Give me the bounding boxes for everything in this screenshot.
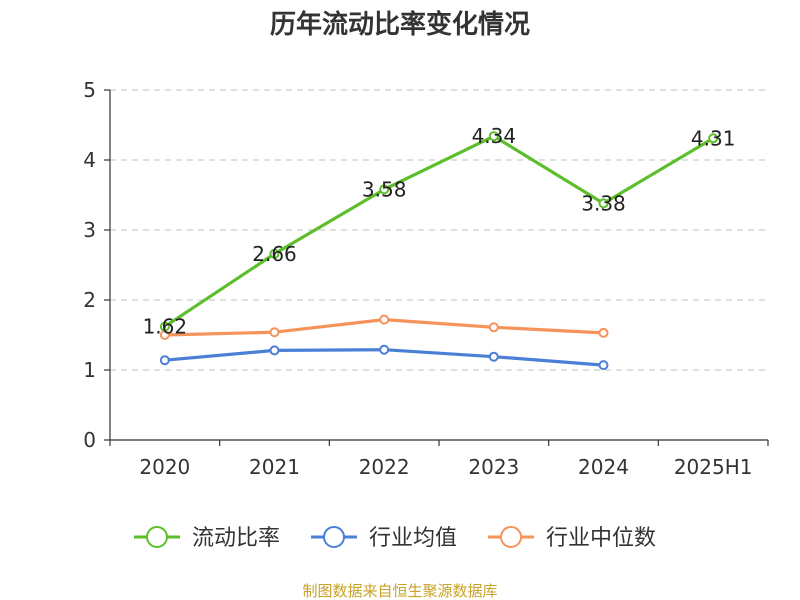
data-label-2022: 3.58 — [362, 177, 407, 201]
legend-item-2[interactable]: 行业中位数 — [488, 526, 656, 551]
point-0-2023[interactable] — [488, 131, 499, 142]
point-0-2024[interactable] — [598, 198, 609, 209]
legend-label: 行业均值 — [369, 526, 457, 551]
y-tick-label-0: 0 — [83, 428, 96, 452]
legend-label: 行业中位数 — [546, 526, 656, 551]
legend-swatch-circle — [146, 526, 168, 548]
data-label-2025H1: 4.31 — [691, 126, 736, 150]
data-label-2020: 1.62 — [143, 315, 188, 339]
data-label-2023: 4.34 — [472, 124, 517, 148]
point-0-2022[interactable] — [379, 184, 390, 195]
legend-label: 流动比率 — [192, 526, 280, 551]
point-1-2024[interactable] — [598, 360, 609, 371]
x-tick-label-2023: 2023 — [468, 455, 519, 479]
point-2-2023[interactable] — [488, 322, 499, 333]
y-tick-label-4: 4 — [83, 148, 96, 172]
point-0-2020[interactable] — [159, 321, 170, 332]
x-tick-label-2020: 2020 — [139, 455, 190, 479]
legend[interactable]: 流动比率 行业均值 行业中位数 — [134, 526, 656, 551]
point-0-2025H1[interactable] — [708, 133, 719, 144]
y-tick-label-3: 3 — [83, 218, 96, 242]
point-1-2021[interactable] — [269, 345, 280, 356]
data-labels: 1.62 2.66 3.58 4.34 3.38 4.31 — [143, 124, 736, 338]
x-tick-label-2021: 2021 — [249, 455, 300, 479]
x-tick-label-2025H1: 2025H1 — [674, 455, 753, 479]
y-tick-label-5: 5 — [83, 78, 96, 102]
x-tick-label-2022: 2022 — [359, 455, 410, 479]
y-tick-label-1: 1 — [83, 358, 96, 382]
data-label-2021: 2.66 — [252, 242, 297, 266]
point-0-2021[interactable] — [269, 248, 280, 259]
x-tick-label-2024: 2024 — [578, 455, 629, 479]
grid-lines — [110, 89, 768, 371]
y-tick-label-2: 2 — [83, 288, 96, 312]
legend-item-0[interactable]: 流动比率 — [134, 526, 280, 551]
legend-swatch-circle — [323, 526, 345, 548]
legend-item-1[interactable]: 行业均值 — [311, 526, 457, 551]
axes: 0 1 2 3 4 5 2020 2021 2022 2023 2024 2025H1 — [83, 78, 769, 479]
point-1-2020[interactable] — [159, 355, 170, 366]
source-note: 制图数据来自恒生聚源数据库 — [302, 582, 497, 600]
point-2-2024[interactable] — [598, 327, 609, 338]
chart-title: 历年流动比率变化情况 — [270, 9, 530, 40]
data-label-2024: 3.38 — [581, 191, 626, 215]
point-1-2022[interactable] — [379, 344, 390, 355]
series-layer — [159, 131, 719, 371]
legend-swatch-circle — [500, 526, 522, 548]
point-2-2022[interactable] — [379, 314, 390, 325]
point-2-2021[interactable] — [269, 327, 280, 338]
point-1-2023[interactable] — [488, 351, 499, 362]
series-line-0 — [163, 134, 714, 328]
